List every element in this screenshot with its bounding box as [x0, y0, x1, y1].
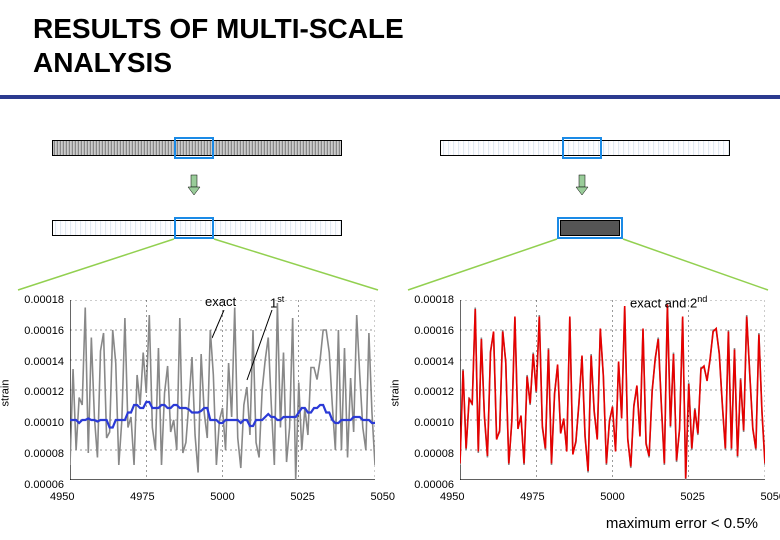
legend-right: exact and 2nd	[630, 294, 707, 310]
ylabel-right: strain	[389, 379, 401, 406]
title-underline	[0, 95, 780, 99]
xaxis-right: 49504975500050255050	[440, 491, 780, 503]
title-line2: ANALYSIS	[33, 47, 172, 78]
chart-right-wrap: strain 0.000180.000160.000140.000120.000…	[460, 300, 765, 485]
xaxis-left: 49504975500050255050	[50, 491, 395, 503]
yaxis-left: 0.000180.000160.000140.000120.000100.000…	[14, 294, 64, 491]
legend-first: 1st	[270, 294, 284, 310]
zoom-marker	[174, 217, 214, 239]
chart-left	[70, 300, 375, 480]
zoom-marker	[557, 217, 623, 239]
chart-right	[460, 300, 765, 480]
footer-text: maximum error < 0.5%	[606, 515, 758, 532]
yaxis-right: 0.000180.000160.000140.000120.000100.000…	[404, 294, 454, 491]
ylabel-left: strain	[0, 379, 11, 406]
zoom-marker	[562, 137, 602, 159]
page-title: RESULTS OF MULTI-SCALE ANALYSIS	[33, 12, 404, 79]
title-line1: RESULTS OF MULTI-SCALE	[33, 13, 404, 44]
zoom-marker	[174, 137, 214, 159]
legend-exact: exact	[205, 294, 236, 309]
chart-left-wrap: strain 0.000180.000160.000140.000120.000…	[70, 300, 375, 485]
